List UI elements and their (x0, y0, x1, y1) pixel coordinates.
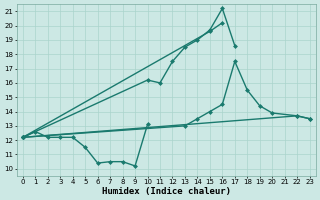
X-axis label: Humidex (Indice chaleur): Humidex (Indice chaleur) (102, 187, 231, 196)
